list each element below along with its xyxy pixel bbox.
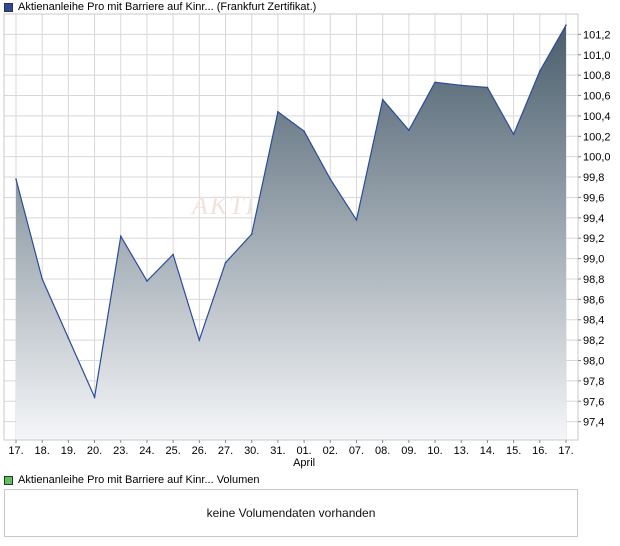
y-tick-label: 101,2 [583,29,611,41]
x-tick-label: 18. [35,445,50,457]
y-tick-label: 98,4 [583,315,604,327]
price-line [15,24,567,400]
y-tick-label: 97,4 [583,417,604,429]
x-tick-label: 15. [506,445,521,457]
data-point [172,253,174,256]
y-tick-label: 98,2 [583,335,604,347]
x-tick-label: 19. [61,445,76,457]
price-chart: AKTIE 97,497,697,898,098,298,498,698,899… [3,13,611,469]
x-tick-label: 26. [192,445,207,457]
y-tick-label: 98,0 [583,356,604,368]
data-point [565,24,567,27]
price-legend: Aktienanleihe Pro mit Barriere auf Kinr.… [4,0,316,14]
volume-empty-message: keine Volumendaten vorhanden [206,506,376,520]
price-legend-label: Aktienanleihe Pro mit Barriere auf Kinr.… [18,1,317,13]
data-point [277,111,279,113]
x-tick-label: 31. [270,445,285,457]
plot-frame [3,13,579,441]
x-tick-label: 17. [558,445,573,457]
x-tick-label: 24. [139,445,154,457]
data-points [15,24,567,398]
data-point [434,81,436,84]
y-tick-label: 97,6 [583,396,604,408]
data-point [408,129,410,131]
data-point [329,178,332,180]
data-point [460,84,463,87]
data-point [224,261,227,264]
data-point [539,70,541,72]
y-axis: 97,4 97,6 97,8 98,0 98,2 98,4 98,6 98,8 99,0 99,2… [578,29,611,429]
y-tick-label: 98,6 [583,294,604,306]
y-tick-label: 100,8 [583,70,611,82]
data-point [486,86,489,89]
data-point [512,133,515,136]
data-point [41,278,43,280]
x-tick-label: 20. [87,445,102,457]
data-point [355,219,358,221]
x-tick-label: 14. [480,445,495,457]
x-tick-label: 16. [532,445,547,457]
x-tick-label: 01. [296,445,311,457]
volume-legend: Aktienanleihe Pro mit Barriere auf Kinr.… [4,473,260,487]
x-tick-label: 25. [165,445,180,457]
y-tick-label: 99,4 [583,213,604,225]
y-tick-label: 99,0 [583,254,604,266]
x-tick-label: 13. [454,445,469,457]
x-tick-label: 10. [427,445,442,457]
x-axis: 17. 18. 19. 20. 23. 24. 25. 26. 27. 30. 31. 01. 02. 0… [8,440,574,469]
data-point [119,235,122,237]
y-tick-label: 99,8 [583,172,604,184]
y-tick-label: 97,8 [583,376,604,388]
data-point [67,337,70,339]
y-tick-label: 101,0 [583,50,611,62]
price-area [16,25,566,440]
data-point [381,98,384,101]
y-tick-label: 100,2 [583,131,611,143]
x-tick-label: 09. [401,445,416,457]
data-point [303,130,305,133]
y-tick-label: 100,4 [583,111,611,123]
data-point [15,178,17,180]
volume-legend-label: Aktienanleihe Pro mit Barriere auf Kinr.… [18,474,260,486]
x-tick-label: 07. [349,445,364,457]
x-tick-label: 27. [218,445,233,457]
y-tick-label: 100,6 [583,91,611,103]
y-tick-label: 99,2 [583,233,604,245]
y-tick-label: 99,6 [583,192,604,204]
data-point [250,233,253,235]
data-point [198,339,201,341]
y-tick-label: 98,8 [583,274,604,286]
y-tick-label: 100,0 [583,152,611,164]
data-point [146,280,148,282]
x-tick-label: 17. [8,445,23,457]
price-legend-swatch [4,2,13,12]
x-tick-label: 02. [323,445,338,457]
x-tick-label: 30. [244,445,259,457]
x-tick-label: 23. [113,445,128,457]
data-point [93,396,96,398]
x-month-label: April [293,457,315,469]
volume-legend-swatch [4,475,13,485]
x-tick-label: 08. [375,445,390,457]
volume-panel: keine Volumendaten vorhanden [4,489,578,537]
